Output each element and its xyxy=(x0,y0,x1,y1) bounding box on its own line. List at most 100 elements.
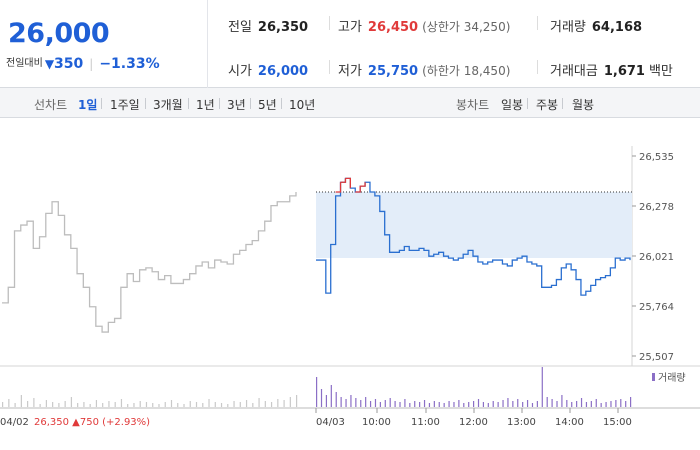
volume-bar xyxy=(355,398,357,407)
tab-1w[interactable]: 1주일 xyxy=(110,98,140,112)
volume-bar xyxy=(409,403,411,407)
volume-bar xyxy=(270,402,273,407)
volume-bar xyxy=(33,398,35,407)
volume-bar xyxy=(330,385,332,407)
volume-bar xyxy=(335,392,337,407)
volume-bar xyxy=(325,395,328,407)
volume-bar xyxy=(580,398,583,407)
tab-weekly-candle[interactable]: 주봉 xyxy=(536,98,559,112)
volume-bar xyxy=(585,402,588,407)
volume-bar xyxy=(120,399,123,407)
y-tick-label: 25,507 xyxy=(639,352,674,363)
volume-bar xyxy=(561,395,563,407)
volume-bar xyxy=(58,403,60,407)
x-tick-label: 15:00 xyxy=(603,417,632,428)
volume-bar xyxy=(531,403,534,407)
divider xyxy=(537,60,538,74)
volume-bar xyxy=(320,389,323,407)
divider xyxy=(145,98,146,109)
volume-bar xyxy=(95,400,98,407)
divider xyxy=(329,16,330,30)
tab-monthly-candle[interactable]: 월봉 xyxy=(572,98,595,112)
low-price: 저가 25,750 (하한가 18,450) xyxy=(338,64,511,79)
volume-bar xyxy=(239,402,241,407)
volume-bar xyxy=(502,400,504,407)
volume-bar xyxy=(365,397,367,407)
prev-date-label: 04/02 xyxy=(0,417,29,428)
volume-bar xyxy=(145,402,148,407)
down-arrow-icon: ▼ xyxy=(44,57,55,71)
volume-bar xyxy=(14,403,16,407)
price-box: 26,000 전일대비 ▼350 | −1.33% xyxy=(0,0,208,88)
divider: | xyxy=(89,57,94,71)
today-date-label: 04/03 xyxy=(316,417,345,428)
volume-bar xyxy=(195,402,198,407)
volume-bar xyxy=(615,400,617,407)
tab-3y[interactable]: 3년 xyxy=(227,98,246,112)
divider xyxy=(250,98,251,109)
volume-bar xyxy=(522,402,524,407)
volume-bar xyxy=(487,403,489,407)
volume-bar xyxy=(345,399,347,407)
volume-bar xyxy=(448,401,450,407)
trade-value: 거래대금 1,671 백만 xyxy=(550,64,673,79)
volume-bar xyxy=(277,399,279,407)
volume-bar xyxy=(2,402,4,407)
volume-bar xyxy=(283,400,285,407)
volume-bar xyxy=(77,403,79,407)
tab-1y[interactable]: 1년 xyxy=(196,98,215,112)
divider xyxy=(281,98,282,109)
volume-bar xyxy=(379,402,381,407)
volume-bar xyxy=(551,399,553,407)
volume-bar xyxy=(183,404,185,407)
volume-bar xyxy=(27,401,29,407)
current-price: 26,000 xyxy=(8,18,110,49)
volume-bar xyxy=(541,367,543,407)
volume-bar xyxy=(245,400,248,407)
volume-bar xyxy=(340,397,342,407)
volume-bar xyxy=(399,402,401,407)
volume-bar xyxy=(220,403,223,407)
tab-10y[interactable]: 10년 xyxy=(289,98,316,112)
divider xyxy=(527,98,528,109)
prev-close: 전일 26,350 xyxy=(228,20,309,35)
x-tick-label: 11:00 xyxy=(411,417,440,428)
volume-bar xyxy=(512,401,514,407)
tab-5y[interactable]: 5년 xyxy=(258,98,277,112)
divider xyxy=(562,98,563,109)
volume-bar xyxy=(473,401,475,407)
today-line xyxy=(316,177,631,296)
volume-bar xyxy=(497,402,499,407)
volume-bar xyxy=(595,399,597,407)
divider xyxy=(329,60,330,74)
change-row: 전일대비 ▼350 | −1.33% xyxy=(6,54,160,72)
volume-bar xyxy=(102,403,104,407)
volume-bar xyxy=(517,399,519,407)
tab-daily-candle[interactable]: 일봉 xyxy=(501,98,524,112)
volume-bar xyxy=(394,401,396,407)
x-tick-label: 10:00 xyxy=(362,417,391,428)
volume-bar xyxy=(227,404,229,407)
prev-close-label: 26,350 ▲750 (+2.93%) xyxy=(34,417,150,428)
tab-1d[interactable]: 1일 xyxy=(78,98,98,112)
volume-bar xyxy=(536,401,538,407)
volume-bar xyxy=(463,403,465,407)
volume-bar xyxy=(20,395,22,407)
price-chart[interactable]: 26,535 26,278 26,021 25,764 25,507 거래량 04/02… xyxy=(0,118,700,450)
volume-bar xyxy=(83,402,85,407)
candle-chart-label: 봉차트 xyxy=(456,98,490,112)
volume-bar xyxy=(202,403,204,407)
tab-3m[interactable]: 3개월 xyxy=(153,98,183,112)
volume-bar xyxy=(252,403,254,407)
volume-bar xyxy=(566,400,568,407)
x-axis: 04/02 26,350 ▲750 (+2.93%) 04/03 10:00 11:00… xyxy=(0,408,632,428)
volume-bar xyxy=(70,397,73,407)
volume-bar xyxy=(289,397,291,407)
open-price: 시가 26,000 xyxy=(228,64,309,79)
volume-bar xyxy=(419,402,421,407)
volume-bar xyxy=(258,398,260,407)
volume-legend-icon xyxy=(652,373,655,381)
change-amount: 350 xyxy=(54,56,84,72)
volume-bar xyxy=(264,401,266,407)
volume-bar xyxy=(296,395,298,407)
